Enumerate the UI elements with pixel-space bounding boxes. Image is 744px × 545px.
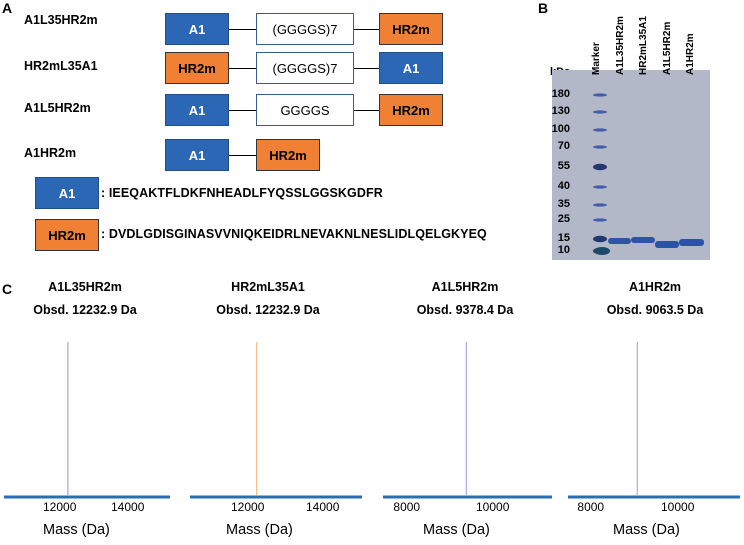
construct-name-2: HR2mL35A1: [24, 59, 98, 73]
construct-name-1: A1L35HR2m: [24, 13, 98, 27]
gel-marker-label: 180: [551, 88, 570, 100]
observed-mass: Obsd. 9378.4 Da: [416, 303, 514, 317]
observed-mass: Obsd. 12232.9 Da: [216, 303, 320, 317]
sample-band: [679, 239, 704, 246]
spectrum-title: A1HR2m: [628, 280, 682, 294]
segment-linker: (GGGGS)7: [256, 13, 354, 45]
x-axis-label: Mass (Da): [43, 522, 110, 538]
marker-band: [593, 203, 607, 207]
x-tick-label: 10000: [661, 500, 695, 514]
marker-band: [593, 145, 607, 149]
spectrum-title: HR2mL35A1: [231, 280, 305, 294]
sample-band: [608, 238, 631, 244]
panel-b-label: B: [538, 0, 549, 16]
x-tick-label: 8000: [393, 500, 421, 514]
x-axis-label: Mass (Da): [613, 522, 680, 538]
x-tick-label: 8000: [577, 500, 605, 514]
marker-band: [593, 110, 607, 114]
marker-band: [593, 235, 607, 243]
segment-a1: A1: [165, 139, 229, 171]
x-tick-label: 14000: [306, 500, 340, 514]
marker-band: [593, 163, 607, 171]
spectrum-title: A1L5HR2m: [431, 280, 499, 294]
marker-band: [594, 247, 610, 255]
sequence-a1: : IEEQAKTFLDKFNHEADLFYQSSLGGSKGDFR: [101, 186, 383, 200]
segment-a1: A1: [165, 94, 229, 126]
x-axis-label: Mass (Da): [423, 522, 490, 538]
x-axis-label: Mass (Da): [226, 522, 293, 538]
gel-marker-label: 70: [557, 140, 570, 152]
x-tick-label: 10000: [476, 500, 510, 514]
gel-marker-label: 55: [557, 160, 570, 172]
spectrum-title: A1L35HR2m: [48, 280, 122, 294]
segment-hr2m: HR2m: [379, 13, 443, 45]
sample-band: [655, 241, 679, 248]
legend-hr2m: HR2m: [35, 219, 99, 251]
x-tick-label: 12000: [43, 500, 77, 514]
segment-a1: A1: [379, 52, 443, 84]
gel-marker-label: 25: [557, 213, 570, 225]
x-tick-label: 12000: [231, 500, 265, 514]
observed-mass: Obsd. 12232.9 Da: [33, 303, 137, 317]
marker-band: [593, 218, 607, 222]
gel-marker-label: 40: [557, 180, 570, 192]
gel-marker-label: 15: [557, 232, 570, 244]
gel-image: [552, 70, 710, 260]
construct-name-4: A1HR2m: [24, 146, 77, 160]
panel-a-label: A: [2, 0, 13, 16]
marker-band: [593, 128, 607, 132]
segment-a1: A1: [165, 13, 229, 45]
sample-band: [631, 237, 655, 243]
segment-hr2m: HR2m: [379, 94, 443, 126]
segment-hr2m: HR2m: [165, 52, 229, 84]
x-tick-label: 14000: [111, 500, 145, 514]
legend-a1: A1: [35, 177, 99, 209]
segment-linker: (GGGGS)7: [256, 52, 354, 84]
gel-marker-label: 10: [557, 244, 570, 256]
sequence-hr2m: : DVDLGDISGINASVVNIQKEIDRLNEVAKNLNESLIDL…: [101, 227, 487, 241]
marker-band: [593, 93, 607, 97]
observed-mass: Obsd. 9063.5 Da: [606, 303, 704, 317]
gel-marker-label: 35: [557, 198, 570, 210]
gel-marker-label: 100: [551, 123, 570, 135]
panel-c-label: C: [2, 281, 13, 297]
construct-name-3: A1L5HR2m: [24, 101, 91, 115]
gel-marker-label: 130: [551, 105, 570, 117]
segment-hr2m: HR2m: [256, 139, 320, 171]
marker-band: [593, 185, 607, 189]
segment-linker: GGGGS: [256, 94, 354, 126]
